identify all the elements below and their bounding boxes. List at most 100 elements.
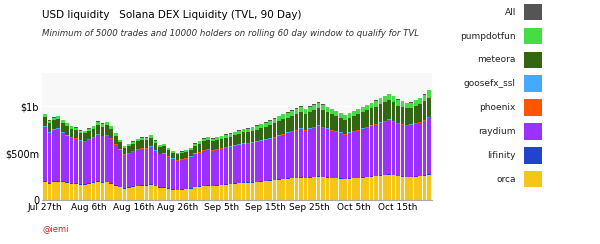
Bar (361, 107, 365, 112)
Bar (242, 143, 245, 144)
Bar (206, 185, 210, 200)
Bar (65, 136, 69, 182)
Bar (43, 114, 47, 117)
Bar (396, 176, 400, 200)
Bar (343, 135, 347, 179)
Bar (388, 175, 391, 200)
Bar (304, 130, 307, 131)
Bar (220, 148, 223, 149)
Bar (189, 157, 193, 188)
Bar (356, 114, 360, 130)
Bar (96, 125, 100, 134)
Bar (321, 127, 325, 128)
Bar (277, 121, 281, 135)
Bar (352, 131, 356, 132)
Bar (277, 116, 281, 121)
Bar (47, 132, 52, 133)
FancyBboxPatch shape (523, 75, 542, 92)
Bar (101, 183, 104, 200)
Bar (401, 102, 404, 107)
Bar (96, 134, 100, 135)
Bar (118, 187, 122, 200)
Bar (313, 104, 316, 105)
Bar (242, 144, 245, 182)
Bar (374, 101, 378, 107)
Bar (233, 184, 236, 200)
Bar (268, 181, 272, 200)
Bar (184, 150, 188, 152)
Bar (299, 129, 303, 177)
Bar (339, 178, 343, 179)
Bar (427, 91, 431, 98)
Bar (272, 137, 277, 138)
Bar (401, 177, 404, 200)
Bar (52, 181, 56, 182)
Bar (149, 146, 153, 147)
Bar (184, 189, 188, 200)
Bar (299, 178, 303, 200)
Bar (347, 179, 352, 200)
Text: USD liquidity   Solana DEX Liquidity (TVL, 90 Day): USD liquidity Solana DEX Liquidity (TVL,… (42, 10, 302, 20)
Bar (109, 139, 113, 183)
Bar (347, 133, 352, 178)
Bar (145, 149, 148, 185)
Bar (118, 140, 122, 142)
Bar (189, 150, 193, 156)
Bar (176, 190, 179, 200)
Bar (326, 178, 329, 200)
Bar (343, 115, 347, 120)
Bar (149, 184, 153, 200)
Bar (414, 100, 418, 106)
Bar (374, 125, 378, 176)
Bar (356, 130, 360, 131)
Bar (401, 176, 404, 177)
FancyBboxPatch shape (523, 28, 542, 44)
Bar (202, 141, 206, 150)
Bar (365, 105, 369, 110)
Bar (105, 182, 109, 200)
Bar (202, 185, 206, 186)
Bar (264, 140, 268, 181)
Bar (321, 128, 325, 177)
Bar (326, 107, 329, 112)
Bar (92, 138, 95, 182)
Bar (229, 134, 232, 137)
Bar (52, 118, 56, 120)
Bar (396, 124, 400, 176)
Bar (330, 131, 334, 178)
Bar (246, 128, 250, 129)
Bar (193, 143, 197, 146)
Bar (281, 119, 285, 134)
Bar (308, 177, 311, 178)
Bar (70, 126, 73, 129)
Bar (392, 175, 395, 200)
Bar (379, 104, 382, 122)
Bar (220, 184, 223, 185)
Bar (374, 124, 378, 125)
Bar (74, 130, 78, 138)
Bar (277, 135, 281, 136)
Bar (220, 136, 223, 139)
Bar (149, 138, 153, 146)
Bar (92, 183, 95, 200)
Bar (343, 134, 347, 135)
Bar (171, 159, 175, 189)
Bar (317, 108, 320, 125)
Bar (352, 116, 356, 131)
Bar (224, 184, 228, 200)
Bar (388, 101, 391, 119)
Bar (343, 179, 347, 200)
Bar (308, 178, 311, 200)
Bar (197, 144, 202, 152)
Bar (286, 112, 290, 113)
Bar (392, 102, 395, 121)
Bar (295, 108, 298, 109)
Bar (74, 183, 78, 184)
Bar (295, 178, 298, 200)
Bar (167, 156, 170, 157)
Bar (268, 139, 272, 180)
Bar (321, 105, 325, 110)
Bar (361, 178, 365, 200)
Bar (70, 129, 73, 137)
Bar (238, 145, 241, 183)
